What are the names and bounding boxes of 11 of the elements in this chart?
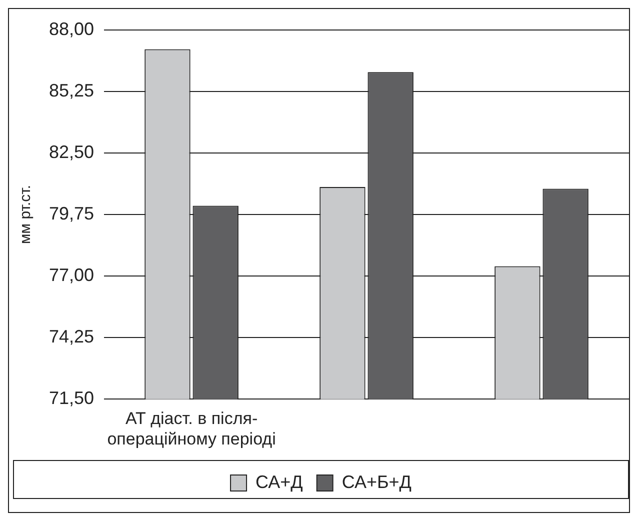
y-tick-label: 85,25 [48, 80, 94, 100]
y-tick-label: 82,50 [48, 142, 94, 162]
y-tick-label: 74,25 [48, 326, 94, 347]
legend-label: СА+Б+Д [342, 472, 412, 492]
y-tick-label: 88,00 [48, 18, 94, 39]
legend-label: СА+Д [256, 472, 303, 492]
y-tick-label: 71,50 [48, 388, 94, 408]
x-tick-label: АТ діаст. в після-операційному періоді [107, 409, 276, 448]
y-tick-label: 77,00 [48, 265, 94, 286]
y-axis-title: мм рт.ст. [17, 184, 34, 244]
y-tick-label: 79,75 [48, 203, 94, 224]
